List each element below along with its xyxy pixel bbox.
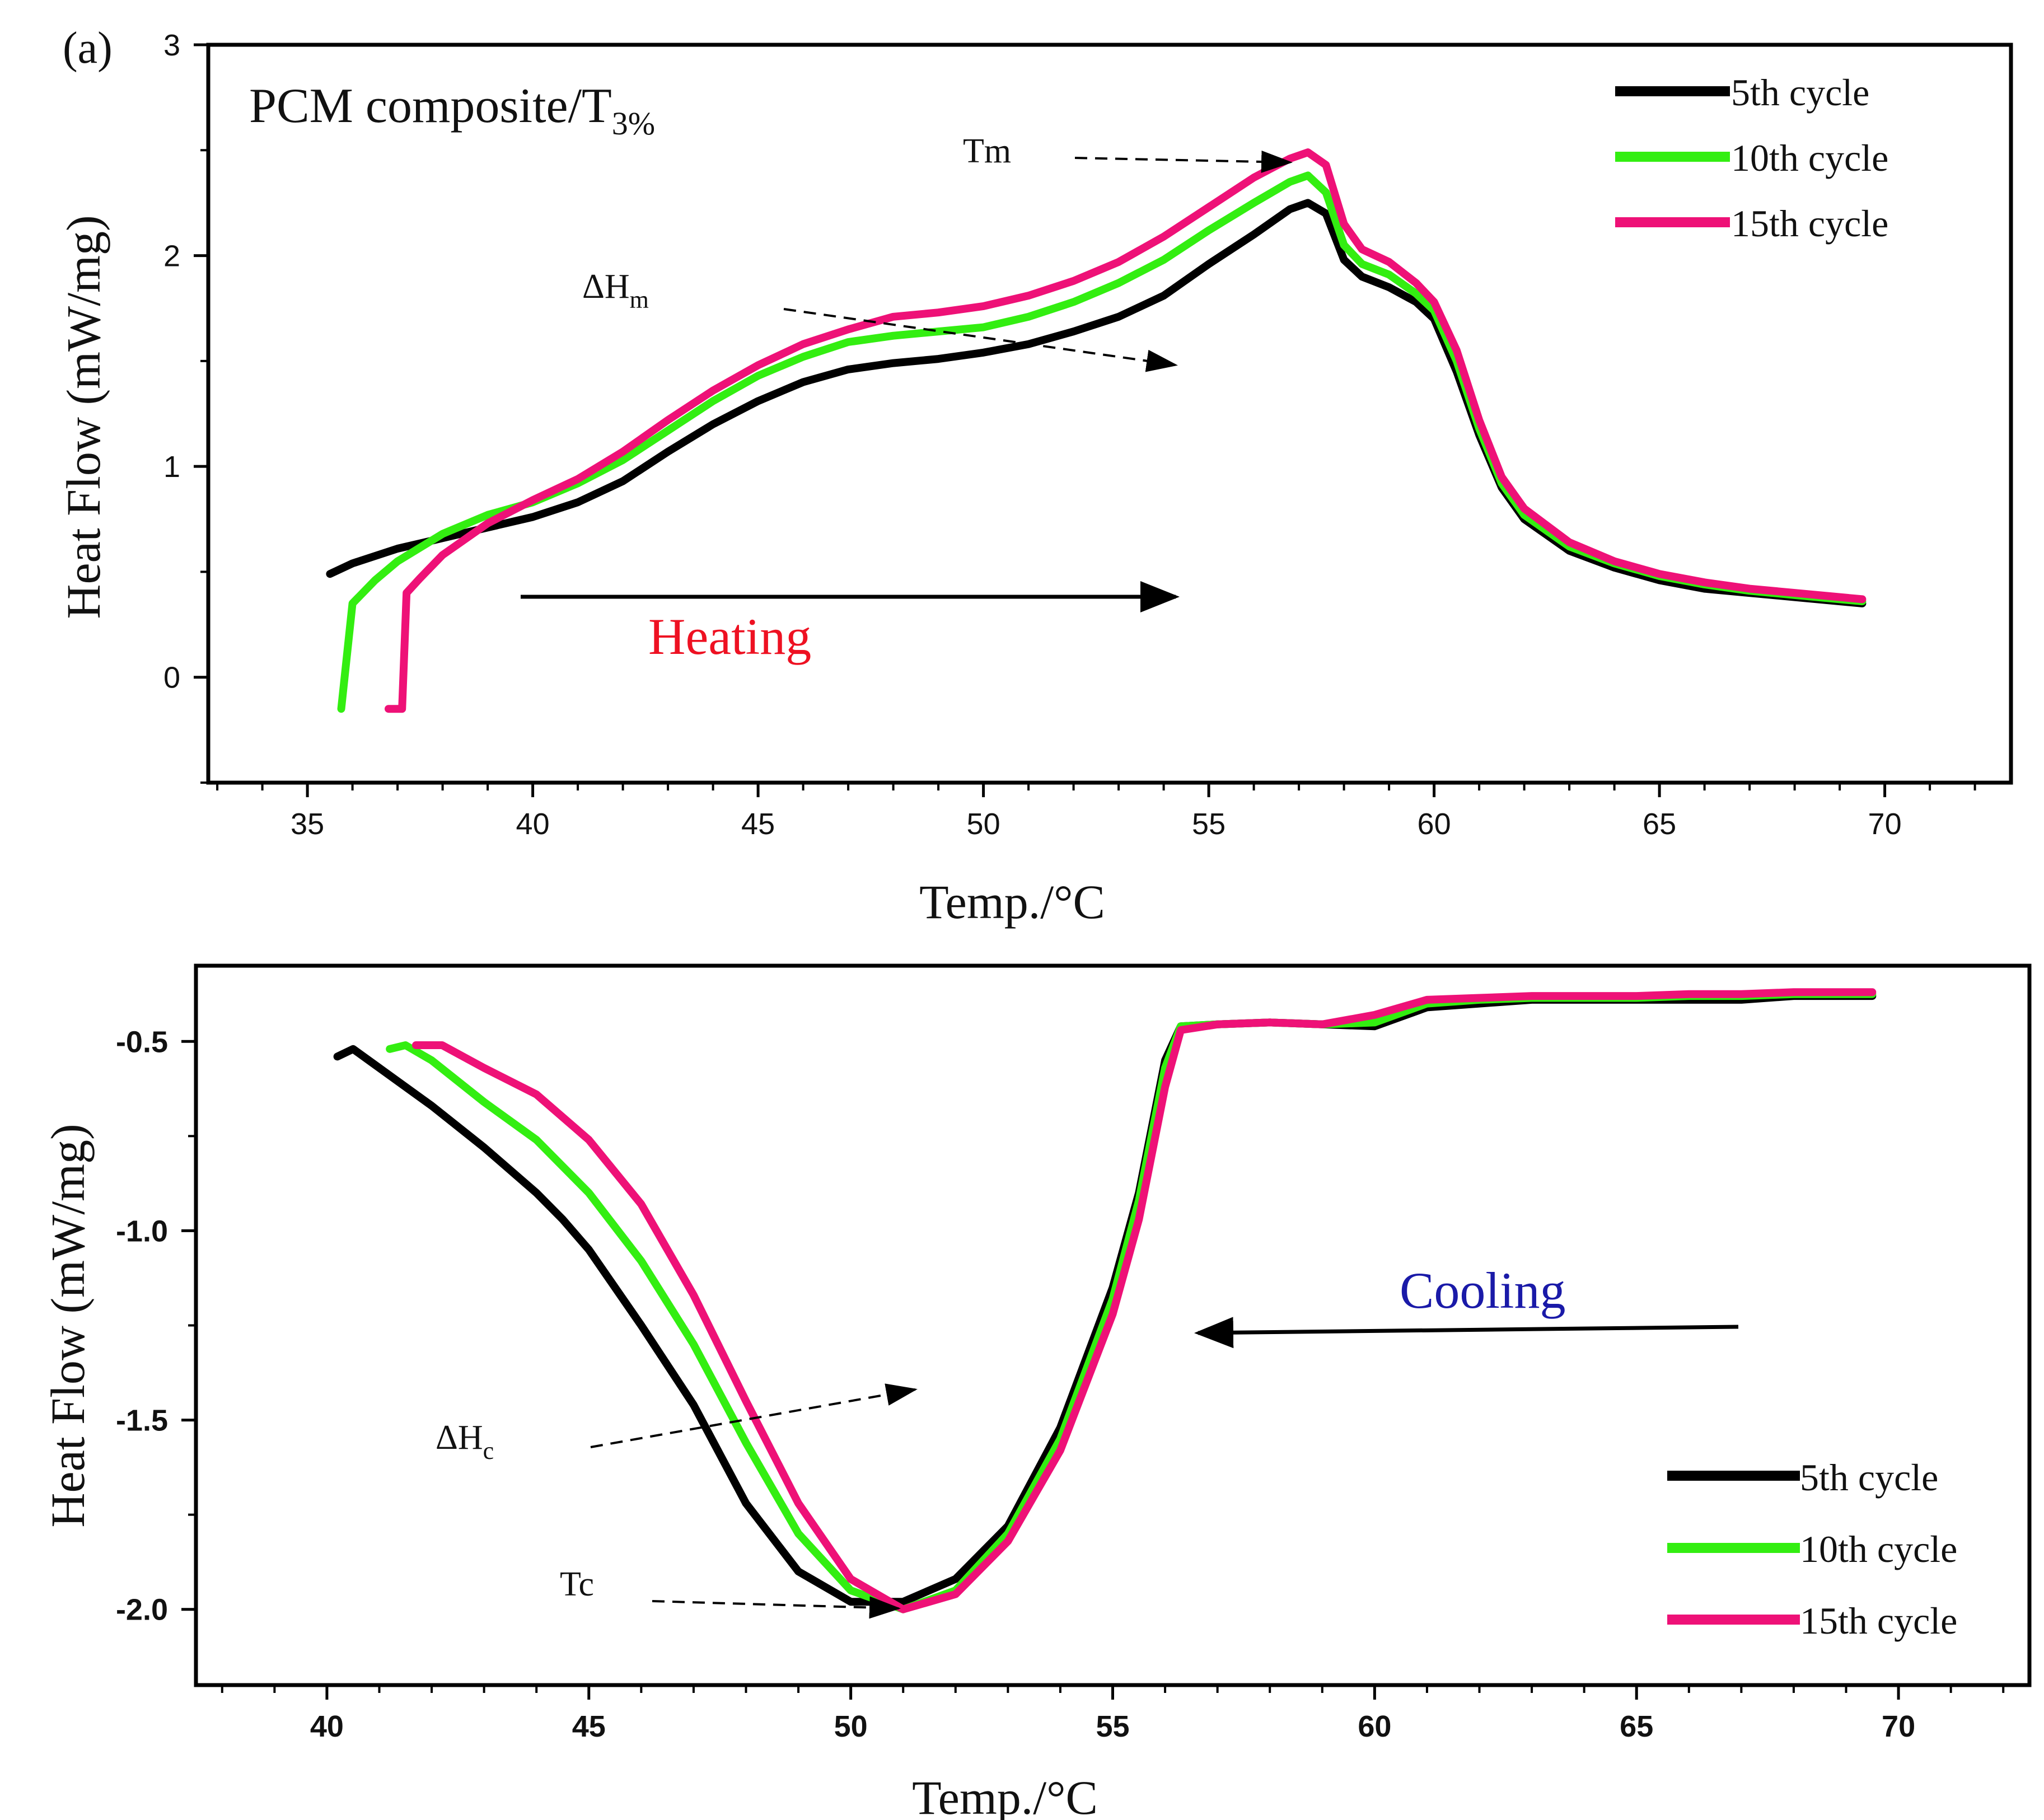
x-tick-label: 55 [1096,1710,1129,1743]
legend-label: 10th cycle [1731,137,1888,179]
plot-frame [194,963,2032,1687]
x-axis-label: Temp./°C [912,1771,1098,1820]
panel-label: (a) [63,24,113,73]
dh-melting-annotation: ΔHm [582,268,649,314]
dh-subscript: c [483,1437,494,1465]
series-line-15th-cycle [412,988,1877,1613]
legend: 5th cycle 10th cycle 15th cycle [1667,1456,1957,1642]
legend-label: 15th cycle [1731,202,1888,245]
series-line-10th-cycle [337,171,1867,713]
legend-label: 15th cycle [1800,1599,1957,1642]
series-line-10th-cycle [386,990,1877,1613]
x-tick-label: 70 [1868,807,1902,841]
tm-arrow [1074,150,1293,173]
heating-label: Heating [648,608,811,665]
x-tick-label: 60 [1358,1710,1391,1743]
x-tick-label: 45 [572,1710,606,1743]
y-tick-label: -1.0 [116,1214,168,1248]
x-axis-label: Temp./°C [919,875,1105,929]
tc-arrow [652,1596,901,1619]
cooling-label: Cooling [1400,1262,1565,1319]
x-tick-label: 60 [1418,807,1451,841]
x-tick-label: 35 [291,807,324,841]
dh-subscript: m [630,286,649,314]
y-tick-label: 2 [163,240,180,273]
x-tick-label: 45 [741,807,775,841]
dh-main: ΔH [436,1419,483,1457]
legend-label: 5th cycle [1731,71,1869,114]
series-lines [326,148,1867,713]
y-tick-label: 3 [163,29,180,62]
dh-crystallization-annotation: ΔHc [436,1419,494,1465]
dh-melting-arrow [783,308,1178,372]
y-axis-label: Heat Flow (mW/mg) [57,215,110,619]
x-tick-label: 55 [1192,807,1226,841]
x-tick-label: 50 [967,807,1000,841]
series-line-15th-cycle [385,148,1867,713]
plot-frame [206,43,2013,785]
series-line-5th-cycle [326,199,1867,607]
series-line-5th-cycle [333,992,1877,1606]
x-tick-label: 40 [516,807,550,841]
x-ticks: 40 45 50 55 60 65 70 [221,1685,2005,1743]
y-ticks: 0 1 2 3 [163,29,208,784]
cooling-chart: 40 45 50 55 60 65 70 -0.5-1.0-1.5-2.0 Cooling … [41,963,2032,1820]
cooling-arrow [1194,1317,1739,1349]
legend: 5th cycle 10th cycle 15th cycle [1615,71,1888,245]
tm-annotation: Tm [963,132,1011,170]
y-ticks: -0.5 -1.0 -1.5 -2.0 [116,1025,196,1627]
tc-annotation: Tc [560,1565,594,1603]
legend-label: 10th cycle [1800,1528,1957,1570]
chart-title-main: PCM composite/T [249,79,612,133]
chart-title: PCM composite/T3% [249,79,655,142]
x-tick-label: 50 [834,1710,868,1743]
x-ticks: 35 40 45 50 55 60 65 70 [216,783,1976,841]
chart-title-subscript: 3% [612,105,655,142]
legend-label: 5th cycle [1800,1456,1938,1499]
x-tick-label: 40 [310,1710,344,1743]
y-tick-label: 0 [163,661,180,695]
x-tick-label: 65 [1643,807,1676,841]
y-tick-label: -2.0 [116,1593,168,1627]
y-tick-label: 1 [163,450,180,484]
x-tick-label: 65 [1620,1710,1653,1743]
heating-chart: (a) 35 40 45 50 55 60 65 70 0 1 2 3 PCM composite/… [57,24,2013,929]
y-tick-label: -0.5 [116,1025,168,1059]
y-axis-label: Heat Flow (mW/mg) [41,1124,95,1527]
x-tick-label: 70 [1882,1710,1915,1743]
dh-crystallization-arrow [590,1383,918,1448]
y-tick-label: -1.5 [116,1404,168,1438]
dh-main: ΔH [582,268,630,306]
series-lines [333,988,1877,1613]
